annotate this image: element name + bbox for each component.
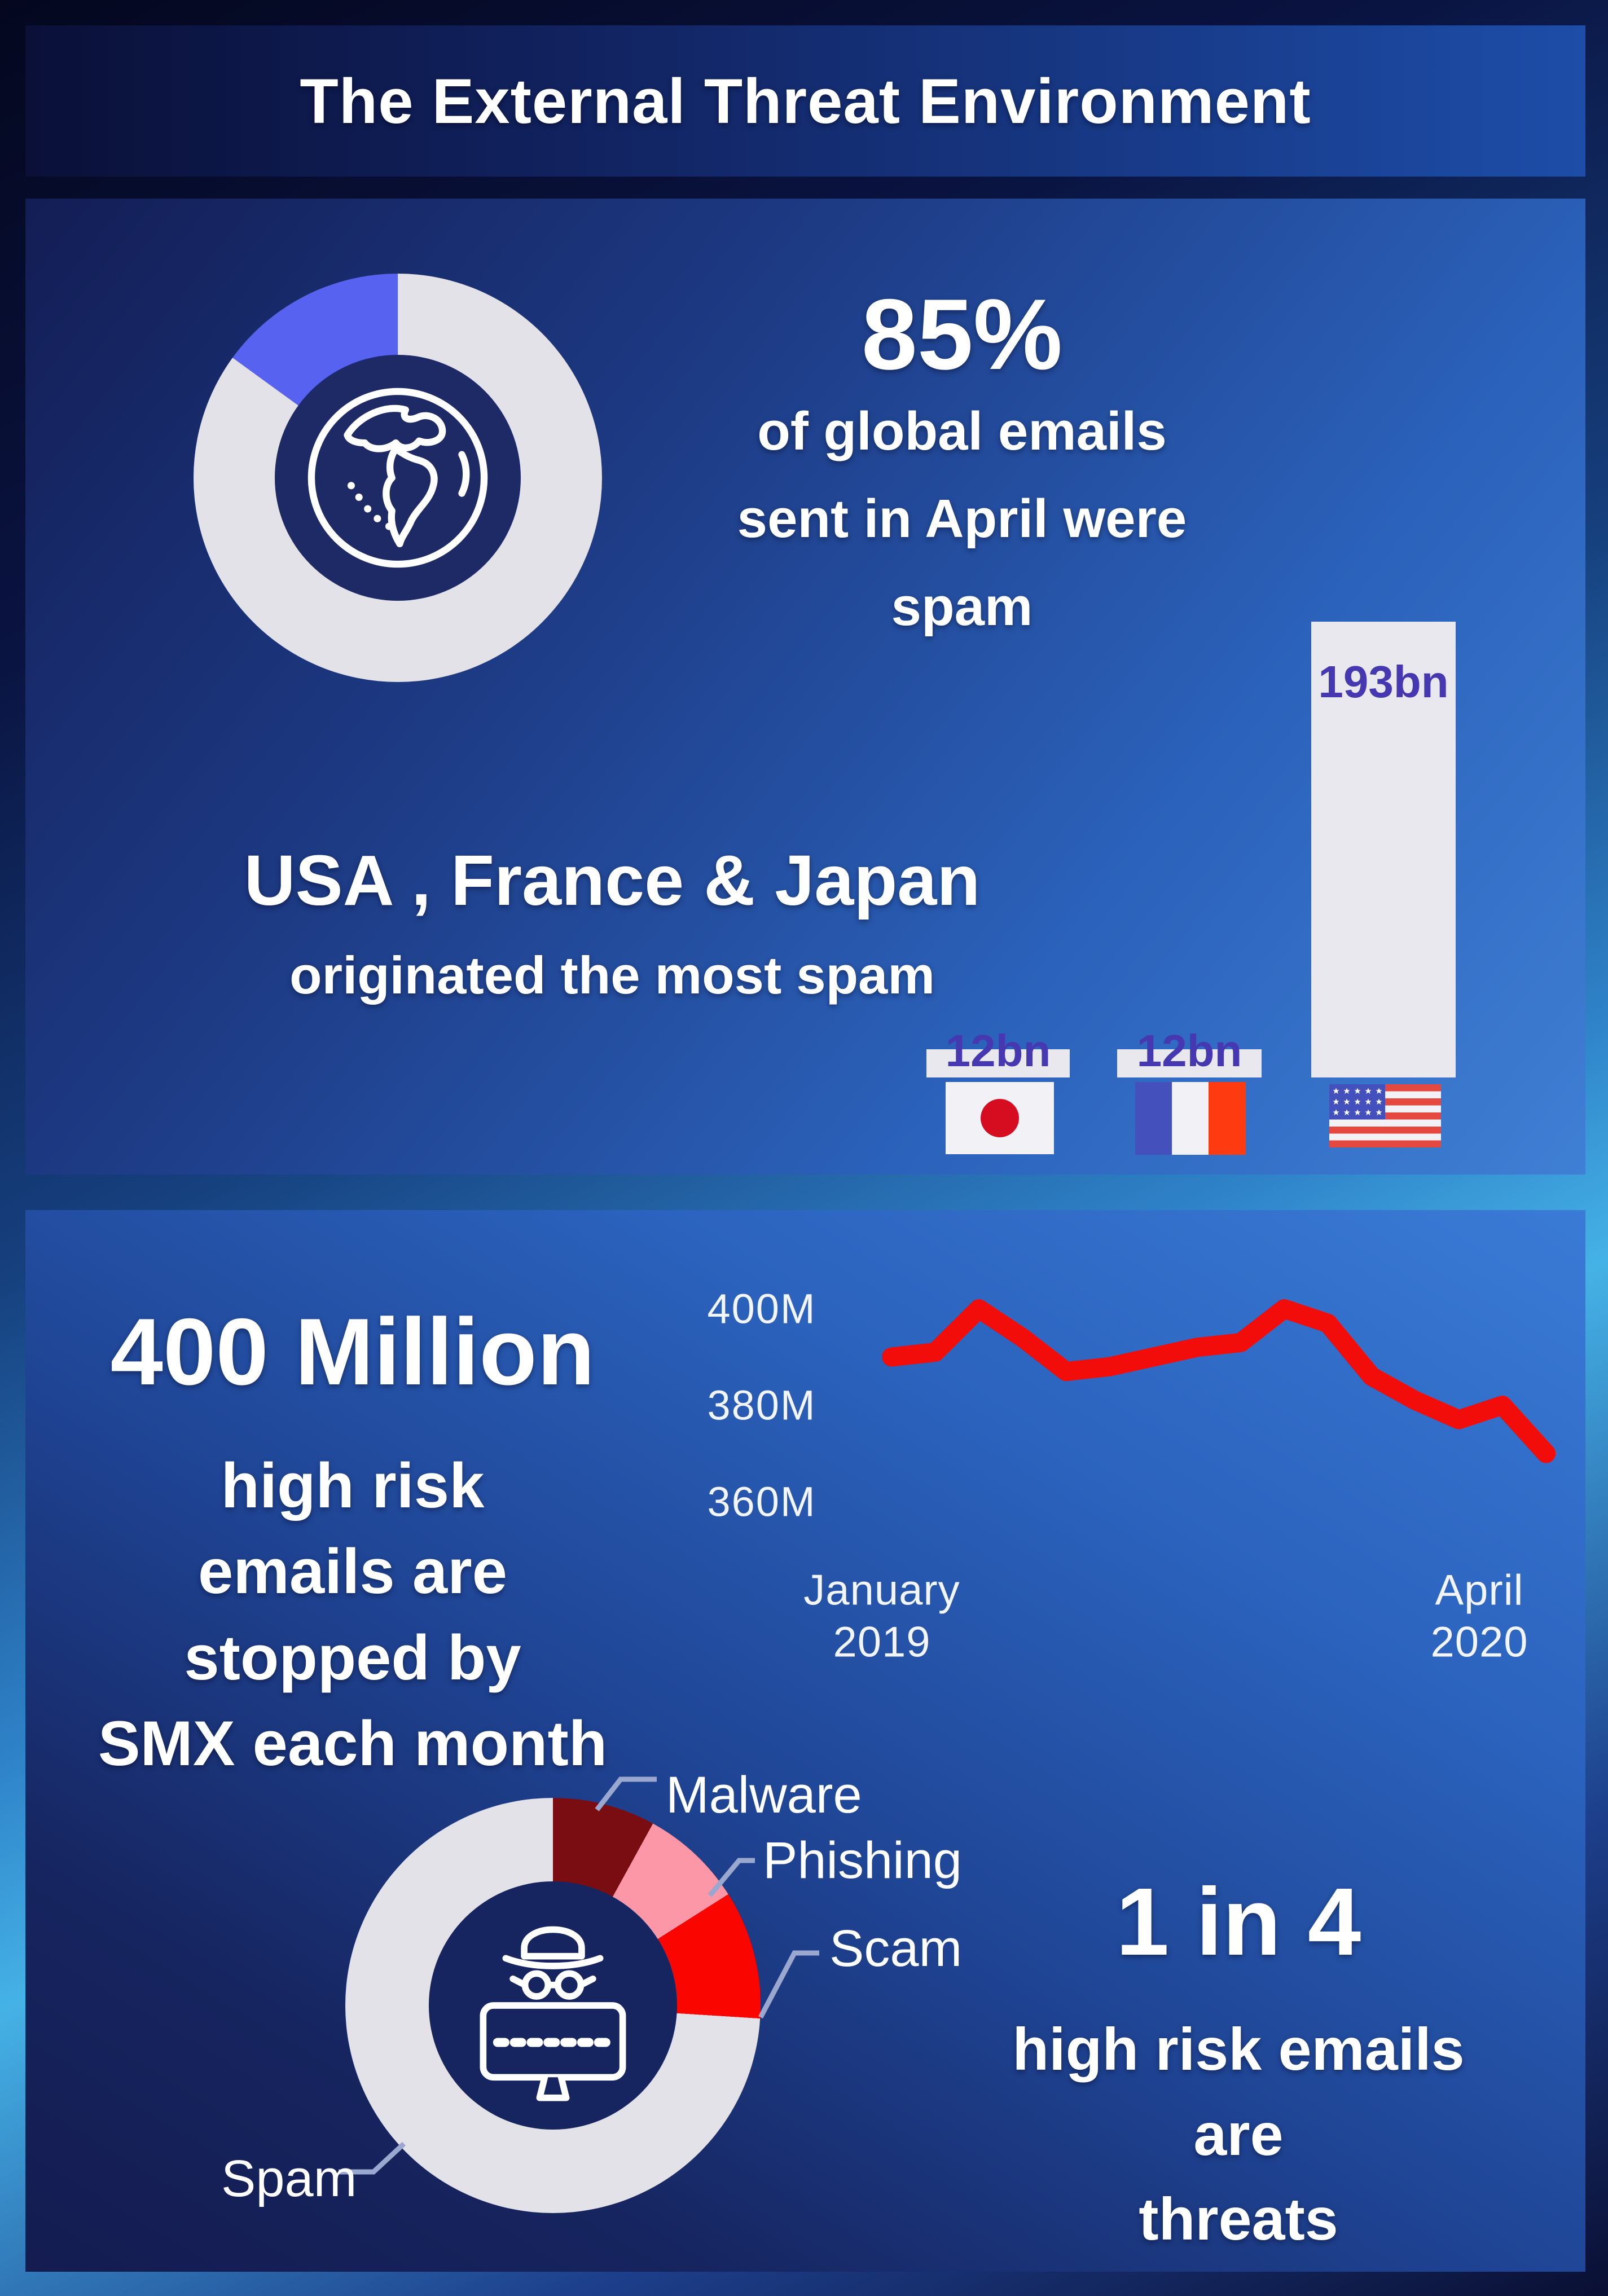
threat-ratio-caption-1: high risk emails are bbox=[1012, 2016, 1465, 2168]
spam-percent-caption-3: spam bbox=[891, 576, 1033, 637]
threat-mix-donut bbox=[345, 1798, 761, 2213]
bar-value-usa: 193bn bbox=[1318, 657, 1449, 707]
globe-dots bbox=[347, 482, 393, 530]
bar-value-japan: 12bn bbox=[945, 1026, 1051, 1076]
bar-france bbox=[1117, 1049, 1262, 1077]
threat-mix-donut-center bbox=[429, 1881, 677, 2130]
callout-line-scam bbox=[758, 1950, 819, 2019]
bar-usa bbox=[1311, 622, 1456, 1077]
hacker-icon bbox=[480, 1926, 626, 2101]
stopped-emails-headline: 400 Million bbox=[110, 1299, 595, 1405]
spam-share-donut bbox=[194, 274, 602, 682]
spam-percent-block: 85% of global emails sent in April were … bbox=[697, 278, 1227, 650]
spam-origin-heading-block: USA , France & Japan originated the most… bbox=[164, 839, 1061, 1006]
threat-ratio-headline: 1 in 4 bbox=[1115, 1868, 1361, 1976]
spam-percent-caption-2: sent in April were bbox=[737, 489, 1187, 549]
y-tick-380m: 380M bbox=[707, 1382, 816, 1429]
slice-label-phishing: Phishing bbox=[763, 1832, 962, 1889]
header-banner: The External Threat Environment bbox=[25, 25, 1585, 177]
globe-americas-icon bbox=[307, 388, 488, 568]
page-title: The External Threat Environment bbox=[300, 65, 1311, 137]
x-tick-end-month: April bbox=[1435, 1567, 1523, 1615]
slice-label-malware: Malware bbox=[666, 1766, 862, 1824]
threat-volume-line bbox=[882, 1299, 1556, 1463]
x-tick-start-month: January bbox=[803, 1567, 960, 1615]
france-flag-icon bbox=[1135, 1082, 1246, 1155]
stopped-emails-caption-3: SMX each month bbox=[98, 1708, 608, 1779]
japan-flag-icon bbox=[946, 1082, 1054, 1154]
callout-line-spam bbox=[339, 2141, 406, 2175]
spam-share-donut-center bbox=[275, 355, 521, 601]
spam-percent-value: 85% bbox=[861, 278, 1063, 390]
x-tick-start-year: 2019 bbox=[833, 1618, 930, 1666]
callout-line-phishing bbox=[708, 1858, 755, 1897]
y-tick-360m: 360M bbox=[707, 1479, 816, 1525]
x-tick-end-year: 2020 bbox=[1430, 1618, 1528, 1666]
stopped-emails-caption-2: emails are stopped by bbox=[184, 1536, 521, 1693]
bar-value-france: 12bn bbox=[1136, 1026, 1242, 1076]
bar-japan bbox=[926, 1049, 1070, 1077]
stopped-emails-block: 400 Million high risk emails are stopped… bbox=[68, 1304, 638, 1787]
slice-label-scam: Scam bbox=[829, 1920, 963, 1977]
smx-stats-panel bbox=[25, 1210, 1585, 2272]
y-tick-400m: 400M bbox=[707, 1286, 816, 1332]
stopped-emails-caption-1: high risk bbox=[221, 1450, 485, 1521]
spam-origin-subheading: originated the most spam bbox=[289, 945, 935, 1005]
spam-percent-caption-1: of global emails bbox=[757, 401, 1167, 461]
threat-volume-chart: 400M 380M 360M January 2019 April 2020 bbox=[707, 1286, 1556, 1666]
threat-ratio-caption-2: threats bbox=[1139, 2186, 1338, 2253]
usa-flag-icon bbox=[1329, 1084, 1441, 1147]
spam-origin-heading: USA , France & Japan bbox=[244, 841, 981, 920]
threat-ratio-block: 1 in 4 high risk emails are threats bbox=[976, 1874, 1501, 2262]
callout-line-malware bbox=[595, 1776, 657, 1811]
slice-label-spam: Spam bbox=[221, 2150, 357, 2207]
